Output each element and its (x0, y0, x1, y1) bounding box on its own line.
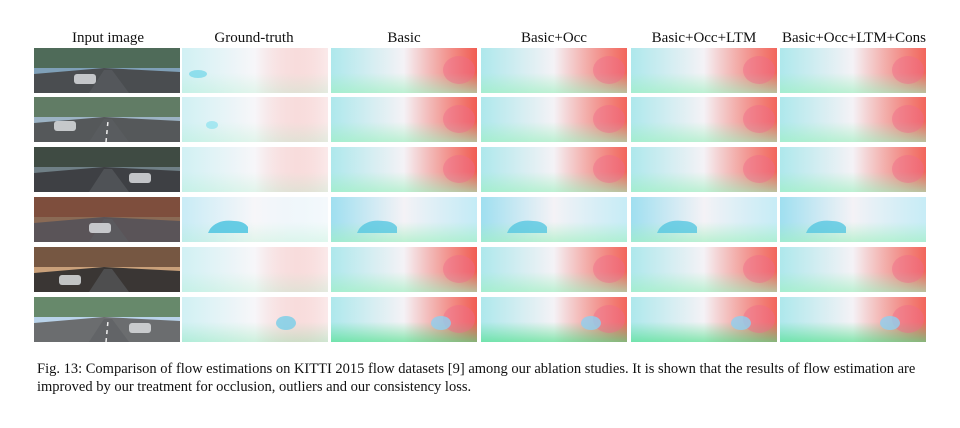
flow-map-basic-row-2 (331, 97, 477, 142)
flow-map-cons-row-5 (780, 247, 926, 292)
flow-map-basic-row-3 (331, 147, 477, 192)
flow-map-gt-row-3 (182, 147, 328, 192)
flow-map-occ-row-4 (481, 197, 627, 242)
flow-map-occ-row-6 (481, 297, 627, 342)
flow-map-gt-row-1 (182, 48, 328, 93)
input-image-row-3 (34, 147, 180, 192)
flow-map-ltm-row-1 (631, 48, 777, 93)
flow-map-occ-row-1 (481, 48, 627, 93)
flow-map-gt-row-2 (182, 97, 328, 142)
column-header-cons: Basic+Occ+LTM+Cons (782, 30, 926, 46)
input-image-row-1 (34, 48, 180, 93)
flow-map-occ-row-5 (481, 247, 627, 292)
flow-map-cons-row-3 (780, 147, 926, 192)
flow-map-basic-row-5 (331, 247, 477, 292)
flow-map-ltm-row-6 (631, 297, 777, 342)
flow-map-ltm-row-5 (631, 247, 777, 292)
flow-map-cons-row-1 (780, 48, 926, 93)
flow-map-cons-row-2 (780, 97, 926, 142)
column-header-gt: Ground-truth (214, 30, 294, 46)
column-header-input: Input image (71, 30, 145, 46)
input-image-row-6 (34, 297, 180, 342)
input-image-row-5 (34, 247, 180, 292)
flow-map-occ-row-2 (481, 97, 627, 142)
flow-map-ltm-row-2 (631, 97, 777, 142)
flow-map-basic-row-4 (331, 197, 477, 242)
flow-map-basic-row-1 (331, 48, 477, 93)
column-header-occ: Basic+Occ (521, 30, 587, 46)
flow-map-cons-row-6 (780, 297, 926, 342)
flow-map-ltm-row-3 (631, 147, 777, 192)
input-image-row-2 (34, 97, 180, 142)
flow-map-gt-row-4 (182, 197, 328, 242)
flow-map-ltm-row-4 (631, 197, 777, 242)
figure-caption: Fig. 13: Comparison of flow estimations … (37, 361, 916, 395)
column-header-ltm: Basic+Occ+LTM (651, 30, 757, 46)
flow-map-cons-row-4 (780, 197, 926, 242)
flow-map-gt-row-5 (182, 247, 328, 292)
flow-map-occ-row-3 (481, 147, 627, 192)
column-header-basic: Basic (387, 30, 421, 46)
flow-map-gt-row-6 (182, 297, 328, 342)
flow-map-basic-row-6 (331, 297, 477, 342)
input-image-row-4 (34, 197, 180, 242)
